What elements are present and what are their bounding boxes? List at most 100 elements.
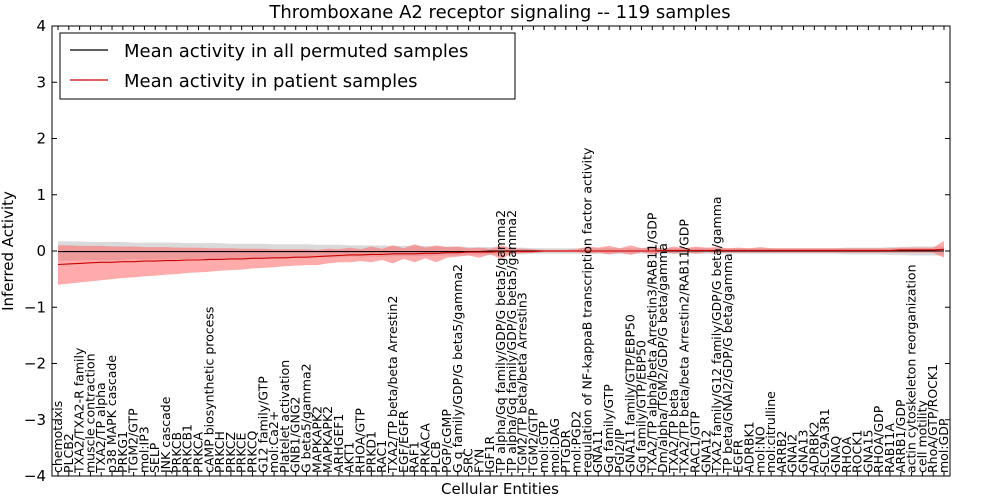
legend-label-permuted: Mean activity in all permuted samples bbox=[124, 41, 468, 62]
x-tick-label: PRKCQ bbox=[245, 431, 260, 473]
x-tick-label: ARRB2 bbox=[774, 431, 789, 473]
x-tick-label: Dm/alpha/TGM2/GDP/G beta/gamma bbox=[655, 243, 670, 473]
y-tick-label: −1 bbox=[24, 298, 46, 316]
x-tick-label: mol:DAG bbox=[547, 418, 562, 473]
x-tick-label: JNK cascade bbox=[158, 396, 173, 474]
x-tick-label: EGFR bbox=[731, 439, 746, 473]
x-tick-label: AKT1 bbox=[342, 442, 357, 473]
x-tick-label: mol:citrulline bbox=[763, 391, 778, 473]
x-tick-label: mol:GDP bbox=[936, 418, 951, 473]
x-tick-label: Gq family/GTP/EBP50 bbox=[634, 340, 649, 473]
x-tick-label: SELP bbox=[147, 442, 162, 473]
x-tick-label: TXA2/TP beta/beta Arrestin2/RAB11/GDP bbox=[677, 219, 692, 474]
x-tick-label: IGF1R bbox=[482, 435, 497, 473]
x-tick-label: mol:GTP bbox=[536, 421, 551, 473]
x-tick-label: TGM2/TP beta/beta Arrestin3 bbox=[515, 292, 530, 474]
x-tick-label: PTGDR bbox=[558, 430, 573, 473]
x-tick-label: PRKCB1 bbox=[180, 424, 195, 473]
x-tick-label: G q family/GDP/G beta5/gamma2 bbox=[450, 264, 465, 473]
x-tick-label: SLC9A3R1 bbox=[817, 408, 832, 473]
x-axis bbox=[57, 26, 945, 476]
x-tick-label: GNB1/GNG2 bbox=[288, 397, 303, 473]
y-axis: −4 −3 −2 −1 0 1 2 3 4 bbox=[24, 17, 950, 485]
x-tick-label: TXA2 family/G12 family/GDP/G beta/gamma bbox=[709, 196, 724, 474]
x-tick-label: PLCB2 bbox=[61, 433, 76, 473]
x-tick-label: TXA2/TP beta bbox=[666, 389, 681, 474]
y-tick-label: −3 bbox=[24, 411, 46, 429]
x-tick-label: TGM2/GTP bbox=[126, 408, 141, 474]
y-tick-label: −2 bbox=[24, 355, 46, 373]
x-tick-label: p38 MAPK cascade bbox=[104, 355, 119, 473]
x-tick-label: Platelet activation bbox=[277, 360, 292, 473]
x-tick-label: mol:PGD2 bbox=[569, 411, 584, 473]
x-tick-label: PRKG1 bbox=[115, 431, 130, 473]
x-axis-label: Cellular Entities bbox=[441, 480, 559, 498]
x-tick-label: PRKCB bbox=[169, 432, 184, 473]
x-tick-label: ROCK1 bbox=[850, 430, 865, 473]
line-series-2 bbox=[57, 248, 945, 266]
x-tick-label: ARHGEF1 bbox=[331, 414, 346, 473]
x-tick-label: PRKCA bbox=[191, 432, 206, 473]
x-tick-label: TXA2/TXA2-R family bbox=[72, 347, 87, 474]
x-tick-label: TP alpha/Gq family/GDP/G beta5/gamma2 bbox=[504, 210, 519, 474]
y-tick-label: 1 bbox=[36, 186, 46, 204]
x-tick-label: TXA2/TP alpha bbox=[93, 382, 108, 474]
legend-label-patient: Mean activity in patient samples bbox=[124, 71, 418, 92]
y-tick-label: −4 bbox=[24, 467, 46, 485]
y-tick-label: 4 bbox=[36, 17, 46, 35]
x-tick-label: RHOA bbox=[839, 436, 854, 473]
x-tick-label: FYN bbox=[471, 449, 486, 473]
x-tick-label: ARRB1/GDP bbox=[893, 399, 908, 473]
x-tick-label: mol:IP3 bbox=[136, 426, 151, 473]
x-tick-label: TXA2/TP beta/beta Arrestin2 bbox=[385, 296, 400, 474]
x-tick-label: muscle contraction bbox=[82, 353, 97, 473]
x-tick-label: TP alpha/Gq family/GDP/G beta5/gamma2 bbox=[493, 210, 508, 474]
x-tick-label: actin cytoskeleton reorganization bbox=[904, 264, 919, 473]
x-tick-label: mol:Ca2+ bbox=[266, 411, 281, 473]
x-tick-label: RAB11A bbox=[882, 423, 897, 473]
x-tick-label: GNA12 bbox=[698, 430, 713, 474]
x-tick-label: PRKCE bbox=[234, 433, 249, 473]
y-axis-label: Inferred Activity bbox=[0, 191, 17, 311]
x-tick-label: RHOA/GDP bbox=[871, 405, 886, 473]
x-tick-label: RAF1 bbox=[407, 441, 422, 473]
y-tick-label: 3 bbox=[36, 73, 46, 91]
x-tick-label: MAPKAPK2 bbox=[320, 406, 335, 473]
x-tick-label: GNA13 bbox=[796, 430, 811, 474]
x-tick-label: G12 family/GTP bbox=[255, 376, 270, 473]
x-tick-label: PGI2/IP bbox=[612, 428, 627, 473]
x-tick-label: GNA11 bbox=[590, 430, 605, 474]
series-lines bbox=[57, 248, 945, 266]
x-tick-label: PGP/cGMP bbox=[439, 409, 454, 473]
x-tick-label: SRC bbox=[461, 448, 476, 473]
x-tick-label: ADRBK2 bbox=[806, 421, 821, 473]
x-tick-label: PRKD1 bbox=[363, 431, 378, 473]
x-tick-label: Gq family/GTP bbox=[601, 384, 616, 473]
x-tick-label: cell motility bbox=[914, 399, 929, 473]
y-tick-label: 2 bbox=[36, 130, 46, 148]
x-tick-label: regulation of NF-kappaB transcription fa… bbox=[579, 147, 594, 473]
x-tick-label: RhoA/GTP/ROCK1 bbox=[925, 364, 940, 473]
y-tick-label: 0 bbox=[36, 242, 46, 260]
x-tick-label: cAMP biosynthetic process bbox=[201, 307, 216, 473]
x-tick-label: GNAQ bbox=[828, 436, 843, 473]
x-tick-label: ADRBK1 bbox=[742, 421, 757, 473]
x-tick-label: PLCB bbox=[428, 441, 443, 473]
x-tick-label: GNA11 family/GTP/EBP50 bbox=[623, 314, 638, 473]
line-series-1 bbox=[58, 250, 944, 253]
x-tick-label: PRKCZ bbox=[223, 432, 238, 473]
x-tick-label: TGM2/GTP bbox=[525, 408, 540, 474]
x-tick-label: mol:NO bbox=[752, 426, 767, 473]
legend: Mean activity in all permuted samples Me… bbox=[59, 32, 516, 100]
x-tick-label: G beta5/gamma2 bbox=[299, 363, 314, 473]
chart-title: Thromboxane A2 receptor signaling -- 119… bbox=[268, 2, 730, 23]
x-tick-label: RHOA/GTP bbox=[353, 408, 368, 473]
legend-box bbox=[59, 32, 516, 100]
x-tick-label: PRKACA bbox=[417, 423, 432, 473]
x-tick-label: RAC1/GTP bbox=[688, 411, 703, 473]
x-tick-label: GNAI2 bbox=[785, 434, 800, 473]
x-tick-label: GNA15 bbox=[860, 430, 875, 474]
